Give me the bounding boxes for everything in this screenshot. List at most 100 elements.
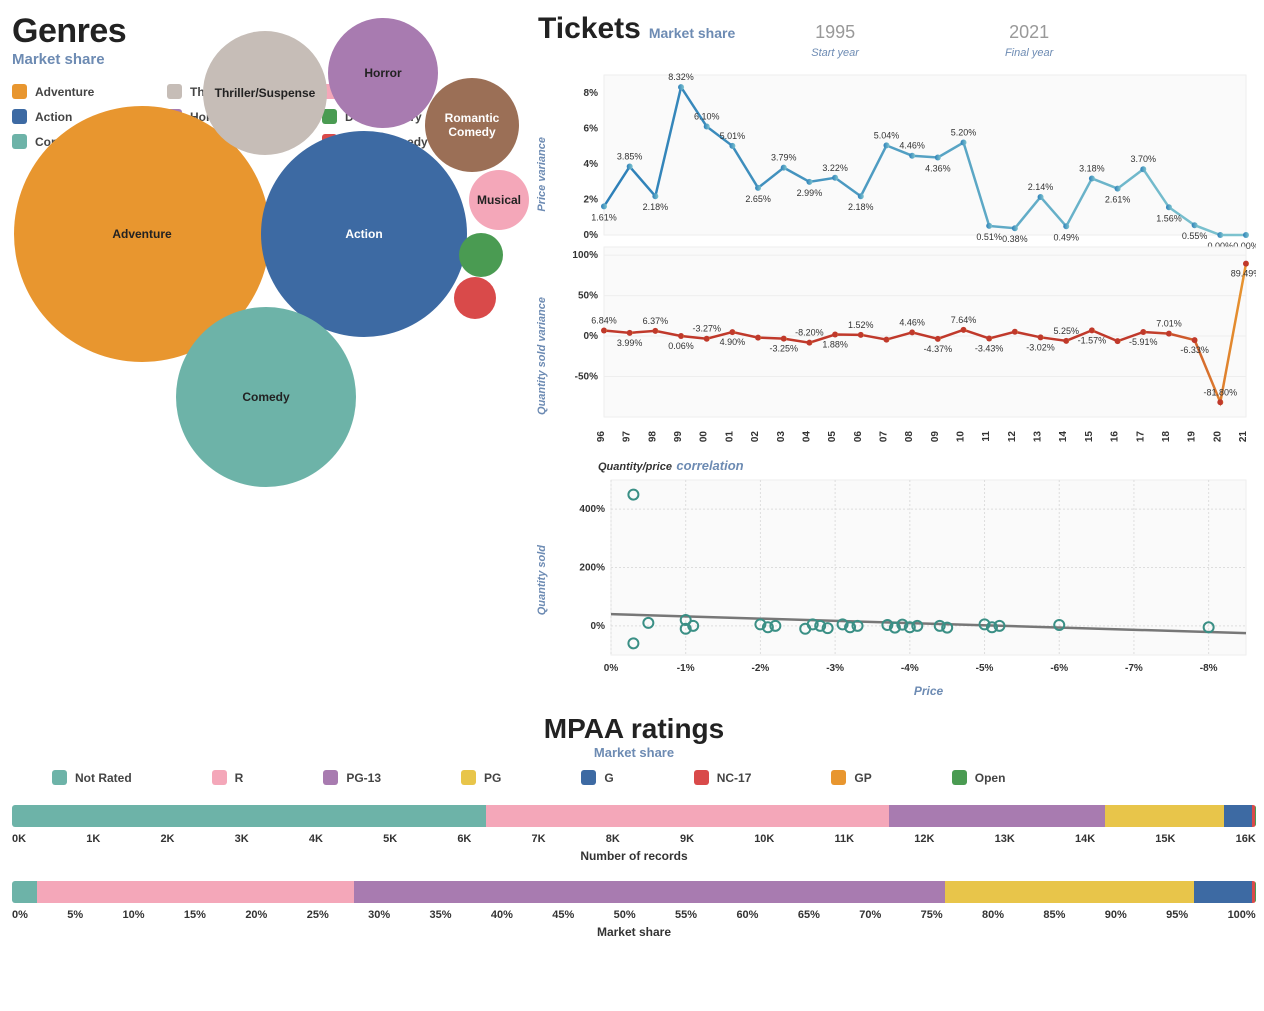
legend-item[interactable]: Not Rated [52,770,132,785]
bar-segment[interactable] [889,805,1105,827]
axis-tick: 25% [307,909,329,921]
bar-segment[interactable] [486,805,889,827]
legend-swatch [581,770,596,785]
legend-item[interactable]: GP [831,770,871,785]
svg-text:6.10%: 6.10% [694,112,720,122]
svg-text:-2%: -2% [752,663,770,674]
legend-swatch [952,770,967,785]
bar-segment[interactable] [12,881,37,903]
genre-bubble[interactable] [459,233,503,277]
mpaa-share-ticks: 0%5%10%15%20%25%30%35%40%45%50%55%60%65%… [12,909,1256,921]
bar-segment[interactable] [1224,805,1253,827]
svg-text:-3%: -3% [826,663,844,674]
mpaa-share-axis-title: Market share [12,925,1256,939]
bar-segment[interactable] [37,881,354,903]
legend-item[interactable]: PG-13 [323,770,381,785]
genre-bubble[interactable]: Thriller/Suspense [203,31,327,155]
svg-text:4.46%: 4.46% [899,141,925,151]
axis-tick: 10K [754,833,774,845]
scatter-title2: correlation [676,458,743,473]
qty-variance-axis-label: Quantity sold variance [536,297,548,415]
svg-text:11: 11 [981,431,992,442]
mpaa-panel: MPAA ratings Market share Not RatedRPG-1… [12,713,1256,939]
genre-bubble[interactable]: Musical [469,170,529,230]
legend-item[interactable]: R [212,770,244,785]
svg-text:4.36%: 4.36% [925,163,951,173]
bubble-label: Comedy [242,390,289,404]
svg-text:13: 13 [1033,431,1044,442]
bar-segment[interactable] [945,881,1194,903]
svg-text:3.70%: 3.70% [1131,154,1157,164]
genre-bubble[interactable]: Comedy [176,307,356,487]
svg-text:17: 17 [1135,431,1146,442]
bar-segment[interactable] [354,881,945,903]
mpaa-records-bar [12,805,1256,827]
legend-item[interactable]: Open [952,770,1006,785]
mpaa-share-bar [12,881,1256,903]
svg-text:20: 20 [1212,431,1223,442]
svg-text:100%: 100% [572,250,598,261]
genre-bubble[interactable]: Horror [328,18,438,128]
bar-segment[interactable] [1105,805,1223,827]
svg-text:-3.43%: -3.43% [975,343,1004,353]
genre-bubble[interactable]: Action [261,131,467,337]
scatter-y-label: Quantity sold [536,545,548,615]
tickets-panel: Tickets Market share 1995 Start year 202… [538,12,1256,705]
legend-item[interactable]: NC-17 [694,770,752,785]
svg-text:2.18%: 2.18% [848,202,874,212]
svg-text:3.22%: 3.22% [822,163,848,173]
bar-segment[interactable] [12,805,486,827]
svg-text:Price: Price [914,684,944,698]
axis-tick: 8K [606,833,620,845]
svg-text:12: 12 [1007,431,1018,442]
svg-text:01: 01 [724,431,735,442]
svg-text:1.56%: 1.56% [1156,213,1182,223]
axis-tick: 60% [736,909,758,921]
svg-text:6.37%: 6.37% [643,316,669,326]
final-year-label: Final year [1005,47,1053,59]
svg-text:4.90%: 4.90% [720,337,746,347]
axis-tick: 90% [1105,909,1127,921]
start-year-value: 1995 [811,22,859,43]
svg-text:2.18%: 2.18% [643,202,669,212]
mpaa-records-ticks: 0K1K2K3K4K5K6K7K8K9K10K11K12K13K14K15K16… [12,833,1256,845]
legend-swatch [323,770,338,785]
axis-tick: 100% [1228,909,1256,921]
bar-segment[interactable] [1255,805,1256,827]
legend-swatch [52,770,67,785]
svg-text:14: 14 [1058,431,1069,442]
legend-label: NC-17 [717,771,752,785]
svg-text:0.49%: 0.49% [1053,232,1079,242]
svg-text:2%: 2% [584,194,599,205]
final-year-value: 2021 [1005,22,1053,43]
axis-tick: 70% [859,909,881,921]
bubble-label: Action [345,227,382,241]
genre-bubble[interactable]: RomanticComedy [425,78,519,172]
legend-item[interactable]: PG [461,770,501,785]
svg-text:0.06%: 0.06% [668,341,694,351]
svg-text:00: 00 [699,431,710,442]
legend-swatch [694,770,709,785]
svg-text:0%: 0% [604,663,619,674]
svg-text:-1%: -1% [677,663,695,674]
bubble-label: Musical [477,193,521,207]
svg-text:6%: 6% [584,123,599,134]
bar-segment[interactable] [1194,881,1252,903]
genre-bubble[interactable] [454,277,496,319]
legend-item[interactable]: Adventure [12,84,167,99]
svg-text:5.25%: 5.25% [1053,326,1079,336]
axis-tick: 12K [914,833,934,845]
svg-text:2.14%: 2.14% [1028,182,1054,192]
legend-swatch [12,134,27,149]
legend-item[interactable]: G [581,770,613,785]
svg-text:96: 96 [596,431,607,442]
svg-text:19: 19 [1187,431,1198,442]
svg-text:200%: 200% [579,563,605,574]
legend-swatch [212,770,227,785]
bar-segment[interactable] [1255,881,1256,903]
axis-tick: 80% [982,909,1004,921]
legend-label: G [604,771,613,785]
svg-text:97: 97 [622,431,633,442]
svg-text:-5%: -5% [976,663,994,674]
axis-tick: 2K [160,833,174,845]
